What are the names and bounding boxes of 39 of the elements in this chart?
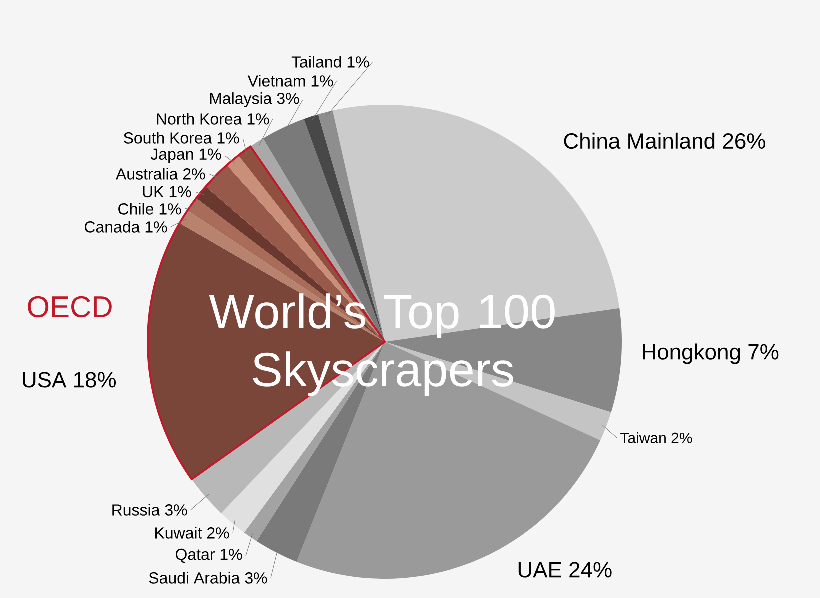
- data-label: 18%: [74, 372, 116, 388]
- slice-label: China Mainland: [564, 132, 715, 150]
- data-label: 1%: [200, 148, 222, 160]
- data-label: 2%: [672, 432, 692, 444]
- slice-label: Japan: [150, 148, 194, 164]
- data-label: 1%: [146, 222, 168, 233]
- slice-label: Vietnam: [248, 75, 306, 87]
- slice-label: UK: [143, 186, 164, 198]
- slice-label: Australia: [116, 168, 178, 180]
- data-label: 3%: [277, 92, 300, 104]
- data-label: 1%: [348, 56, 370, 68]
- slice-label: UAE: [518, 562, 562, 578]
- slice-label: Tailand: [292, 56, 342, 68]
- slice-label: USA: [23, 372, 67, 388]
- slice-label: Kuwait: [156, 527, 202, 539]
- data-label: 24%: [570, 562, 612, 578]
- slice-label: Qatar: [176, 548, 215, 564]
- text: OECD: [28, 296, 112, 318]
- slice-label: North Korea: [157, 113, 242, 125]
- slice-label: Hongkong: [643, 344, 740, 364]
- data-label: 3%: [165, 504, 188, 516]
- data-label: 1%: [248, 114, 270, 125]
- data-label: 1%: [312, 76, 334, 87]
- data-label: 26%: [723, 133, 766, 150]
- slice-label: Malaysia: [210, 92, 272, 108]
- data-label: 1%: [160, 204, 182, 215]
- slice-label: Russia: [112, 504, 160, 516]
- data-label: 3%: [245, 572, 268, 584]
- slice-label: Taiwan: [620, 432, 666, 444]
- slice-label: South Korea: [124, 132, 212, 144]
- data-label: 1%: [218, 132, 240, 144]
- data-label: 7%: [748, 344, 779, 360]
- slice-label: Canada: [85, 221, 140, 233]
- slice-label: Saudi Arabia: [149, 572, 240, 584]
- data-label: 2%: [183, 168, 206, 180]
- data-label: 2%: [207, 528, 230, 539]
- data-label: 1%: [170, 186, 192, 198]
- data-label: 1%: [220, 548, 242, 560]
- slice-label: Chile: [118, 203, 154, 215]
